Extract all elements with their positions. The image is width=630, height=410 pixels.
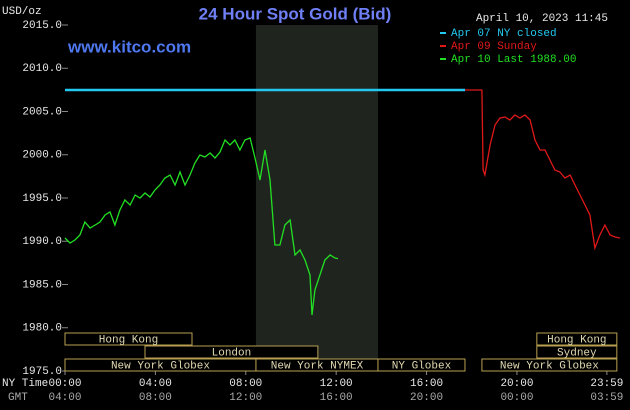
y-tick-label: 2015.0 bbox=[22, 20, 62, 32]
session-box bbox=[481, 358, 618, 372]
x-tick-label: 23:59 bbox=[590, 378, 623, 390]
x-tick-label: 00:00 bbox=[48, 378, 81, 390]
y-tick-label: 2000.0 bbox=[22, 150, 62, 162]
chart-title: 24 Hour Spot Gold (Bid) bbox=[199, 4, 392, 23]
x2-axis-label: GMT bbox=[8, 392, 28, 404]
session-label: Sydney bbox=[557, 347, 597, 359]
session-box bbox=[536, 332, 618, 346]
y-tick-label: 2010.0 bbox=[22, 63, 62, 75]
x-tick-label: 16:00 bbox=[410, 378, 443, 390]
x-tick-label: 20:00 bbox=[500, 378, 533, 390]
x2-tick-label: 16:00 bbox=[320, 392, 353, 404]
source: www.kitco.com bbox=[67, 37, 191, 56]
session-label: New York NYMEX bbox=[271, 360, 364, 372]
y-tick-label: 1980.0 bbox=[22, 323, 62, 335]
legend-label: Apr 09 Sunday bbox=[451, 41, 537, 53]
session-label: London bbox=[212, 347, 252, 359]
session-box bbox=[377, 358, 466, 372]
series-line bbox=[64, 137, 339, 316]
x2-tick-label: 00:00 bbox=[500, 392, 533, 404]
y-tick-label: 2005.0 bbox=[22, 106, 62, 118]
session-box bbox=[536, 345, 618, 359]
legend-label: Apr 10 Last 1988.00 bbox=[451, 54, 576, 66]
session-label: New York Globex bbox=[500, 360, 599, 372]
x2-tick-label: 20:00 bbox=[410, 392, 443, 404]
legend-label: Apr 07 NY closed bbox=[451, 28, 557, 40]
x2-tick-label: 12:00 bbox=[229, 392, 262, 404]
x-tick-label: 12:00 bbox=[320, 378, 353, 390]
session-label: NY Globex bbox=[392, 360, 452, 372]
session-label: Hong Kong bbox=[547, 334, 606, 346]
x-axis-label: NY Time bbox=[2, 378, 48, 390]
x-tick-label: 04:00 bbox=[139, 378, 172, 390]
y-tick-label: 1990.0 bbox=[22, 236, 62, 248]
timestamp: April 10, 2023 11:45 bbox=[476, 13, 608, 25]
y-axis-label: USD/oz bbox=[2, 6, 42, 18]
session-label: Hong Kong bbox=[99, 334, 158, 346]
series-line bbox=[465, 89, 621, 251]
y-tick-label: 1995.0 bbox=[22, 193, 62, 205]
session-label: New York Globex bbox=[111, 360, 210, 372]
x2-tick-label: 03:59 bbox=[590, 392, 623, 404]
y-tick-label: 1985.0 bbox=[22, 279, 62, 291]
x-tick-label: 08:00 bbox=[229, 378, 262, 390]
x2-tick-label: 08:00 bbox=[139, 392, 172, 404]
session-box bbox=[144, 345, 319, 359]
session-box bbox=[64, 332, 193, 346]
y-tick-label: 1975.0 bbox=[22, 366, 62, 378]
highlight-band bbox=[255, 25, 378, 371]
x2-tick-label: 04:00 bbox=[48, 392, 81, 404]
